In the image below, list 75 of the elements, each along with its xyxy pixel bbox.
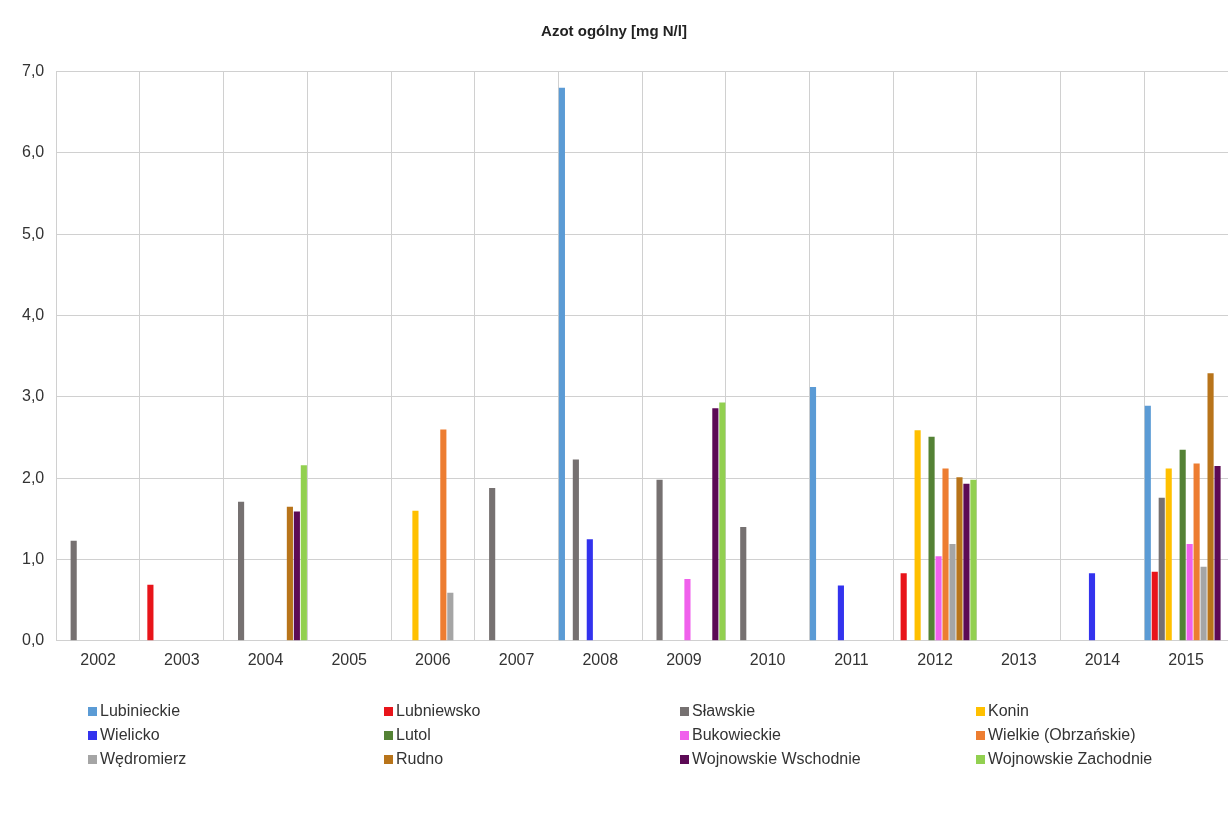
bar xyxy=(1144,405,1151,641)
bar xyxy=(1200,566,1207,641)
y-tick-label: 1,0 xyxy=(21,549,45,567)
y-tick-label: 4,0 xyxy=(21,305,45,323)
bar xyxy=(656,479,663,641)
chart-title: Azot ogólny [mg N/l] xyxy=(540,22,688,39)
bar xyxy=(1179,449,1186,641)
bar xyxy=(935,556,942,641)
y-tick-label: 3,0 xyxy=(21,387,45,405)
x-tick-label: 2015 xyxy=(1168,650,1205,668)
bar xyxy=(300,465,307,641)
bar xyxy=(489,487,496,641)
y-tick-label: 6,0 xyxy=(21,143,45,161)
x-tick-label: 2013 xyxy=(1000,650,1037,668)
y-tick-label: 0,0 xyxy=(21,631,45,649)
bar xyxy=(900,573,907,641)
bar xyxy=(572,459,579,641)
x-tick-label: 2007 xyxy=(498,650,535,668)
y-tick-label: 5,0 xyxy=(21,224,45,242)
bar xyxy=(956,477,963,641)
bar xyxy=(1186,544,1193,641)
bar xyxy=(970,479,977,641)
bar xyxy=(1158,497,1165,641)
x-tick-label: 2012 xyxy=(917,650,953,668)
bar xyxy=(1214,465,1221,641)
bar xyxy=(719,402,726,641)
bar xyxy=(147,584,154,641)
x-tick-label: 2003 xyxy=(163,650,200,668)
x-tick-label: 2009 xyxy=(666,650,702,668)
x-tick-label: 2010 xyxy=(749,650,786,668)
legend-label: Wielkie (Obrzańskie) xyxy=(988,726,1136,744)
bar xyxy=(1151,571,1158,641)
bar xyxy=(586,539,593,641)
bar xyxy=(712,408,719,641)
legend-label: Wojnowskie Zachodnie xyxy=(988,750,1153,768)
bar xyxy=(1193,463,1200,641)
legend-label: Konin xyxy=(988,702,1029,720)
bar xyxy=(293,511,300,641)
legend-label: Wojnowskie Wschodnie xyxy=(692,750,861,768)
x-tick-label: 2011 xyxy=(834,650,869,668)
y-tick-label: 7,0 xyxy=(21,62,45,80)
bar xyxy=(942,468,949,641)
bar xyxy=(70,540,77,641)
legend-label: Sławskie xyxy=(692,702,756,720)
legend-label: Bukowieckie xyxy=(692,726,781,744)
bar xyxy=(238,501,245,641)
bar xyxy=(914,430,921,641)
bar xyxy=(928,436,935,641)
bar xyxy=(440,429,447,641)
bar xyxy=(558,87,565,641)
legend-label: Wielicko xyxy=(100,726,160,744)
x-tick-label: 2008 xyxy=(582,650,619,668)
x-tick-label: 2014 xyxy=(1084,650,1121,668)
bar xyxy=(963,483,970,641)
bar xyxy=(1207,373,1214,641)
x-tick-label: 2006 xyxy=(415,650,451,668)
bar xyxy=(286,506,293,641)
bar xyxy=(1165,468,1172,641)
bar xyxy=(684,579,691,641)
bar xyxy=(447,592,454,641)
bar xyxy=(837,585,844,641)
x-tick-label: 2002 xyxy=(80,650,116,668)
bar xyxy=(949,544,956,641)
bar xyxy=(740,526,747,641)
bar xyxy=(1088,573,1096,641)
x-tick-label: 2004 xyxy=(247,650,284,668)
legend-label: Lubniewsko xyxy=(396,702,481,720)
legend-label: Rudno xyxy=(396,750,444,768)
legend-label: Wędromierz xyxy=(100,750,187,768)
legend-label: Lutol xyxy=(396,726,431,744)
bar xyxy=(412,510,419,641)
bar xyxy=(809,387,817,641)
legend-label: Lubinieckie xyxy=(100,702,181,720)
x-tick-label: 2005 xyxy=(331,650,368,668)
y-tick-label: 2,0 xyxy=(21,468,45,486)
